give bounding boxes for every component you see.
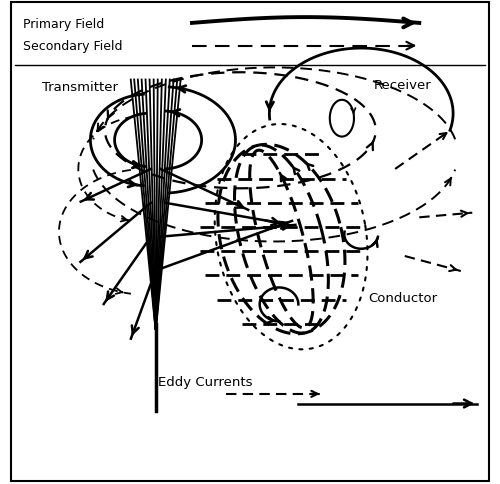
- Text: Receiver: Receiver: [374, 79, 431, 91]
- Text: Secondary Field: Secondary Field: [22, 40, 122, 53]
- Text: Primary Field: Primary Field: [22, 18, 104, 31]
- Text: Conductor: Conductor: [368, 291, 438, 304]
- Text: Eddy Currents: Eddy Currents: [158, 376, 252, 389]
- Text: Transmitter: Transmitter: [42, 81, 118, 94]
